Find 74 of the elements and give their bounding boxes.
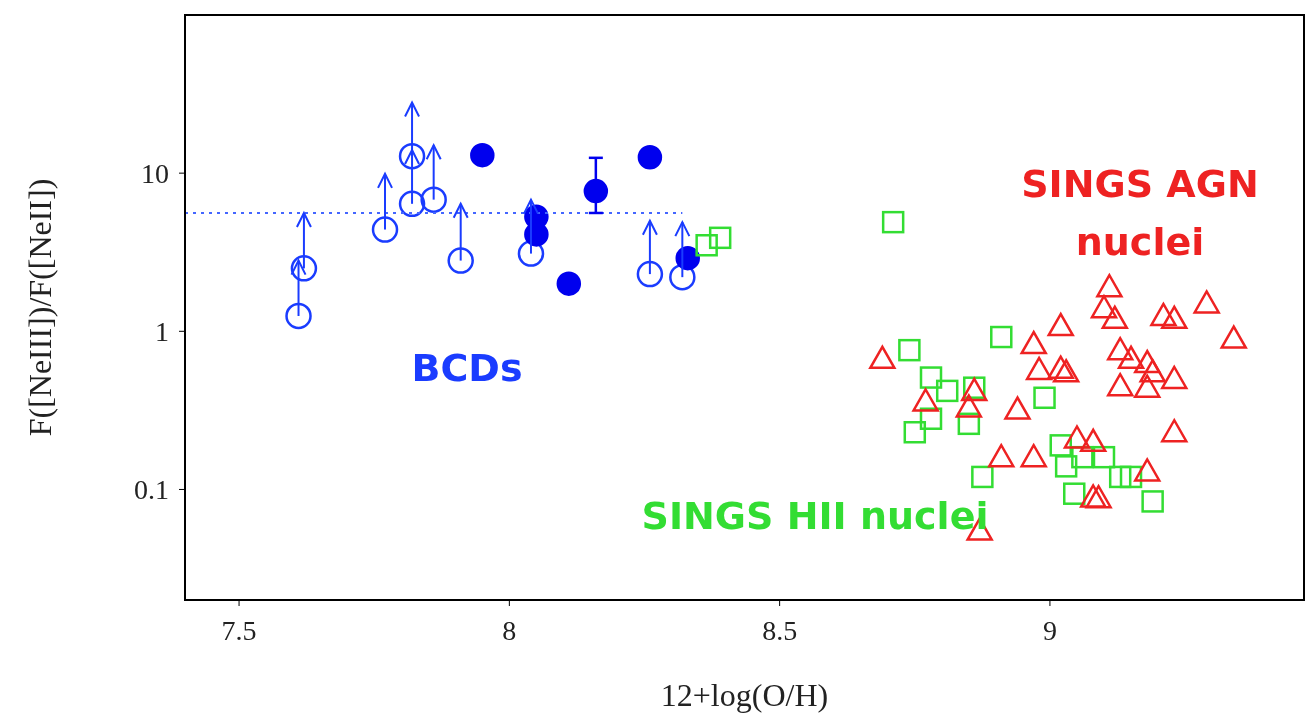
point bbox=[636, 260, 664, 288]
point bbox=[1054, 455, 1078, 478]
point bbox=[1193, 290, 1220, 314]
point bbox=[1117, 345, 1145, 370]
point bbox=[1108, 465, 1132, 489]
point bbox=[1049, 434, 1072, 457]
point bbox=[1133, 374, 1161, 398]
point bbox=[919, 366, 943, 389]
point bbox=[290, 255, 318, 282]
point bbox=[1020, 443, 1047, 468]
point bbox=[1004, 396, 1031, 420]
point bbox=[583, 178, 609, 204]
y-tick-label: 10 bbox=[141, 158, 169, 190]
point bbox=[912, 388, 939, 412]
point bbox=[398, 142, 426, 170]
point bbox=[1063, 425, 1091, 449]
point bbox=[1106, 336, 1134, 361]
point bbox=[517, 240, 545, 267]
x-tick-label: 8 bbox=[502, 614, 517, 646]
point bbox=[1079, 484, 1107, 508]
point bbox=[1106, 372, 1134, 397]
point bbox=[1139, 359, 1166, 383]
series-label: SINGS AGN nuclei bbox=[1021, 161, 1259, 264]
x-tick-label: 9 bbox=[1042, 614, 1057, 646]
point bbox=[669, 263, 696, 291]
point bbox=[695, 234, 718, 257]
y-tick-label: 1 bbox=[155, 316, 169, 348]
point bbox=[1101, 305, 1129, 330]
point bbox=[1090, 294, 1118, 319]
point bbox=[1092, 445, 1116, 469]
point bbox=[1079, 428, 1107, 453]
point bbox=[988, 443, 1015, 468]
point bbox=[1150, 302, 1177, 327]
x-axis-title: 12+log(O/H) bbox=[660, 677, 829, 713]
point bbox=[1161, 305, 1188, 330]
point bbox=[420, 186, 447, 213]
point bbox=[398, 190, 426, 218]
point bbox=[1085, 484, 1112, 509]
point bbox=[990, 325, 1013, 349]
point bbox=[1096, 273, 1123, 298]
point bbox=[1141, 490, 1164, 513]
point bbox=[447, 247, 474, 274]
point bbox=[919, 407, 943, 430]
point bbox=[869, 345, 896, 370]
point bbox=[1025, 356, 1053, 381]
point bbox=[1020, 330, 1047, 355]
point bbox=[1033, 386, 1056, 410]
point bbox=[470, 142, 495, 168]
point bbox=[1119, 465, 1143, 489]
point bbox=[898, 338, 921, 362]
point bbox=[637, 145, 663, 170]
point bbox=[1133, 458, 1161, 482]
y-tick-label: 0.1 bbox=[134, 474, 169, 506]
point bbox=[285, 302, 312, 330]
point bbox=[971, 465, 994, 489]
x-tick-label: 7.5 bbox=[221, 614, 257, 646]
x-tick-label: 8.5 bbox=[762, 614, 798, 646]
text: BCDs bbox=[411, 345, 523, 390]
point bbox=[1161, 419, 1188, 443]
point bbox=[1220, 325, 1247, 349]
point bbox=[556, 271, 582, 296]
point bbox=[935, 379, 959, 403]
point bbox=[881, 210, 905, 234]
point bbox=[1052, 359, 1080, 383]
point bbox=[1133, 349, 1161, 374]
point bbox=[708, 226, 732, 250]
point bbox=[1047, 355, 1074, 379]
point bbox=[1161, 365, 1188, 390]
point bbox=[903, 421, 927, 444]
point bbox=[371, 216, 399, 243]
point bbox=[1047, 312, 1074, 337]
point bbox=[955, 394, 983, 418]
y-axis-title: F([NeIII])/F([NeII]) bbox=[22, 178, 59, 437]
series-label: SINGS HII nuclei bbox=[641, 493, 989, 538]
